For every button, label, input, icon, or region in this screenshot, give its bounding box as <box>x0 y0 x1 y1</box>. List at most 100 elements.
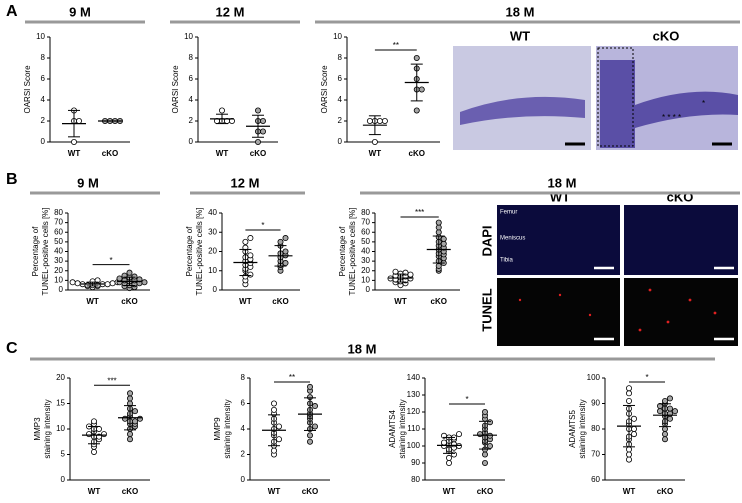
dot <box>84 282 91 289</box>
dot <box>282 260 289 267</box>
dot <box>662 436 669 443</box>
y-tick-label: 2 <box>338 116 343 125</box>
y-tick-label: 4 <box>41 95 46 104</box>
image <box>624 278 738 346</box>
y-tick-label: 0 <box>61 475 66 484</box>
y-tick-label: 20 <box>56 373 65 382</box>
y-axis-label: ADAMTS4 <box>388 410 397 448</box>
y-tick-label: 8 <box>189 53 194 62</box>
y-axis-label: TUNEL-positive cells [%] <box>195 207 204 295</box>
dot <box>254 138 261 145</box>
y-tick-label: 8 <box>338 53 343 62</box>
y-tick-label: 6 <box>189 74 194 83</box>
chart-title: 9 M <box>77 175 99 190</box>
chart-title: 12 M <box>231 175 260 190</box>
dot <box>270 447 277 454</box>
y-tick-label: 30 <box>208 227 217 236</box>
x-tick-label: WT <box>68 149 81 158</box>
dot <box>413 107 420 114</box>
x-tick-label: cKO <box>657 487 673 496</box>
dot <box>662 431 669 438</box>
dot <box>136 276 143 283</box>
dot <box>101 431 108 438</box>
dot <box>275 436 282 443</box>
x-tick-label: WT <box>86 297 99 306</box>
y-axis-label: OARSI Score <box>23 65 32 114</box>
y-tick-label: 0 <box>213 285 218 294</box>
panel-label: C <box>6 340 18 357</box>
y-tick-label: 2 <box>189 116 194 125</box>
dot <box>392 268 399 275</box>
y-tick-label: 8 <box>41 53 46 62</box>
y-tick-label: 50 <box>54 237 63 246</box>
dot <box>366 118 373 125</box>
y-tick-label: 60 <box>361 227 370 236</box>
panel-label: A <box>6 3 18 20</box>
dot <box>626 385 633 392</box>
section-title: 18 M <box>348 341 377 356</box>
y-tick-label: 70 <box>54 218 63 227</box>
dot <box>450 451 457 458</box>
x-tick-label: cKO <box>122 487 138 496</box>
chart-title: 12 M <box>216 4 245 19</box>
x-tick-label: cKO <box>431 297 447 306</box>
y-tick-label: 0 <box>366 285 371 294</box>
y-tick-label: 20 <box>208 247 217 256</box>
dot <box>282 248 289 255</box>
dot <box>127 436 134 443</box>
y-tick-label: 10 <box>54 275 63 284</box>
dot <box>455 431 462 438</box>
x-tick-label: cKO <box>272 297 288 306</box>
y-tick-label: 140 <box>407 373 421 382</box>
dot <box>242 238 249 245</box>
chart-title: 18 M <box>548 175 577 190</box>
y-tick-label: 80 <box>411 475 420 484</box>
dot <box>407 271 414 278</box>
x-tick-label: cKO <box>302 487 318 496</box>
x-tick-label: WT <box>239 297 252 306</box>
inset-frame <box>597 47 634 147</box>
y-tick-label: 15 <box>56 399 65 408</box>
dot <box>481 451 488 458</box>
x-tick-label: WT <box>443 487 456 496</box>
dot <box>667 415 674 422</box>
dot <box>662 397 669 404</box>
y-tick-label: 10 <box>56 424 65 433</box>
x-tick-label: WT <box>623 487 636 496</box>
dot <box>662 425 669 432</box>
row-label: DAPI <box>479 225 494 256</box>
y-tick-label: 100 <box>407 441 421 450</box>
x-tick-label: cKO <box>477 487 493 496</box>
significance: * <box>645 373 648 382</box>
y-tick-label: 40 <box>54 247 63 256</box>
image <box>497 205 620 275</box>
y-tick-label: 120 <box>407 407 421 416</box>
dot <box>76 118 83 125</box>
dot <box>626 451 633 458</box>
dot <box>486 442 493 449</box>
dot <box>445 459 452 466</box>
y-tick-label: 5 <box>61 450 66 459</box>
dot <box>127 390 134 397</box>
dot <box>122 415 129 422</box>
annotation: * * * * <box>662 113 681 122</box>
region-label: Meniscus <box>500 236 525 242</box>
y-tick-label: 40 <box>361 247 370 256</box>
y-tick-label: 6 <box>241 399 246 408</box>
dot <box>131 273 138 280</box>
y-tick-label: 10 <box>184 32 193 41</box>
dot <box>626 446 633 453</box>
dot <box>131 408 138 415</box>
dot <box>96 425 103 432</box>
dot <box>116 275 123 282</box>
dot <box>247 271 254 278</box>
dot <box>481 459 488 466</box>
dot <box>109 280 116 287</box>
dot <box>91 448 98 455</box>
dot <box>127 395 134 402</box>
y-axis-label: ADAMTS5 <box>568 410 577 448</box>
y-tick-label: 2 <box>41 116 46 125</box>
dot <box>626 390 633 397</box>
significance: * <box>109 256 112 265</box>
